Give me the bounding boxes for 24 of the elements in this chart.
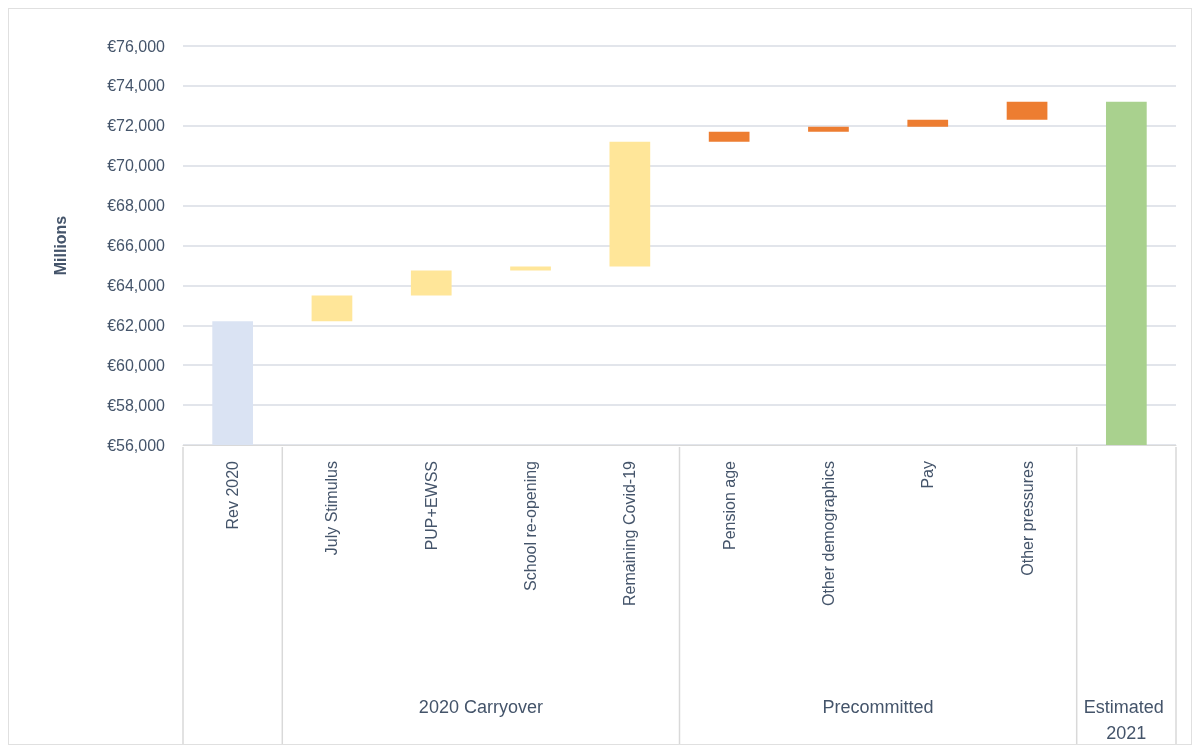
text: Precommitted xyxy=(822,697,934,717)
y-tick-label: €70,000 xyxy=(107,157,166,175)
y-tick-label: €60,000 xyxy=(107,356,166,374)
y-tick-label: €72,000 xyxy=(107,117,166,135)
y-tick-label: €76,000 xyxy=(107,37,166,55)
x-tick-label: July Stimulus xyxy=(323,461,341,556)
y-axis-title: Millions xyxy=(51,215,69,276)
y-tick-label: €66,000 xyxy=(107,237,166,254)
text: Estimated 2021 xyxy=(1083,697,1169,743)
y-tick-label: €56,000 xyxy=(107,436,166,454)
y-tick-label: €74,000 xyxy=(107,77,166,95)
x-tick-label: Pay xyxy=(919,461,937,489)
x-tick-label: Remaining Covid-19 xyxy=(621,460,639,606)
x-tick-label: Rev 2020 xyxy=(224,460,242,530)
y-tick-label: €68,000 xyxy=(107,197,166,215)
x-tick-label: Other pressures xyxy=(1018,461,1036,576)
x-tick-label: Pension age xyxy=(720,460,738,550)
x-tick-label: School re-opening xyxy=(522,461,540,591)
text: 2020 Carryover xyxy=(418,697,543,717)
y-tick-label: €62,000 xyxy=(107,316,166,334)
y-tick-label: €64,000 xyxy=(107,276,166,294)
y-tick-label: €58,000 xyxy=(107,396,166,414)
x-tick-label: Other demographics xyxy=(819,461,837,606)
x-tick-label: PUP+EWSS xyxy=(422,461,440,551)
